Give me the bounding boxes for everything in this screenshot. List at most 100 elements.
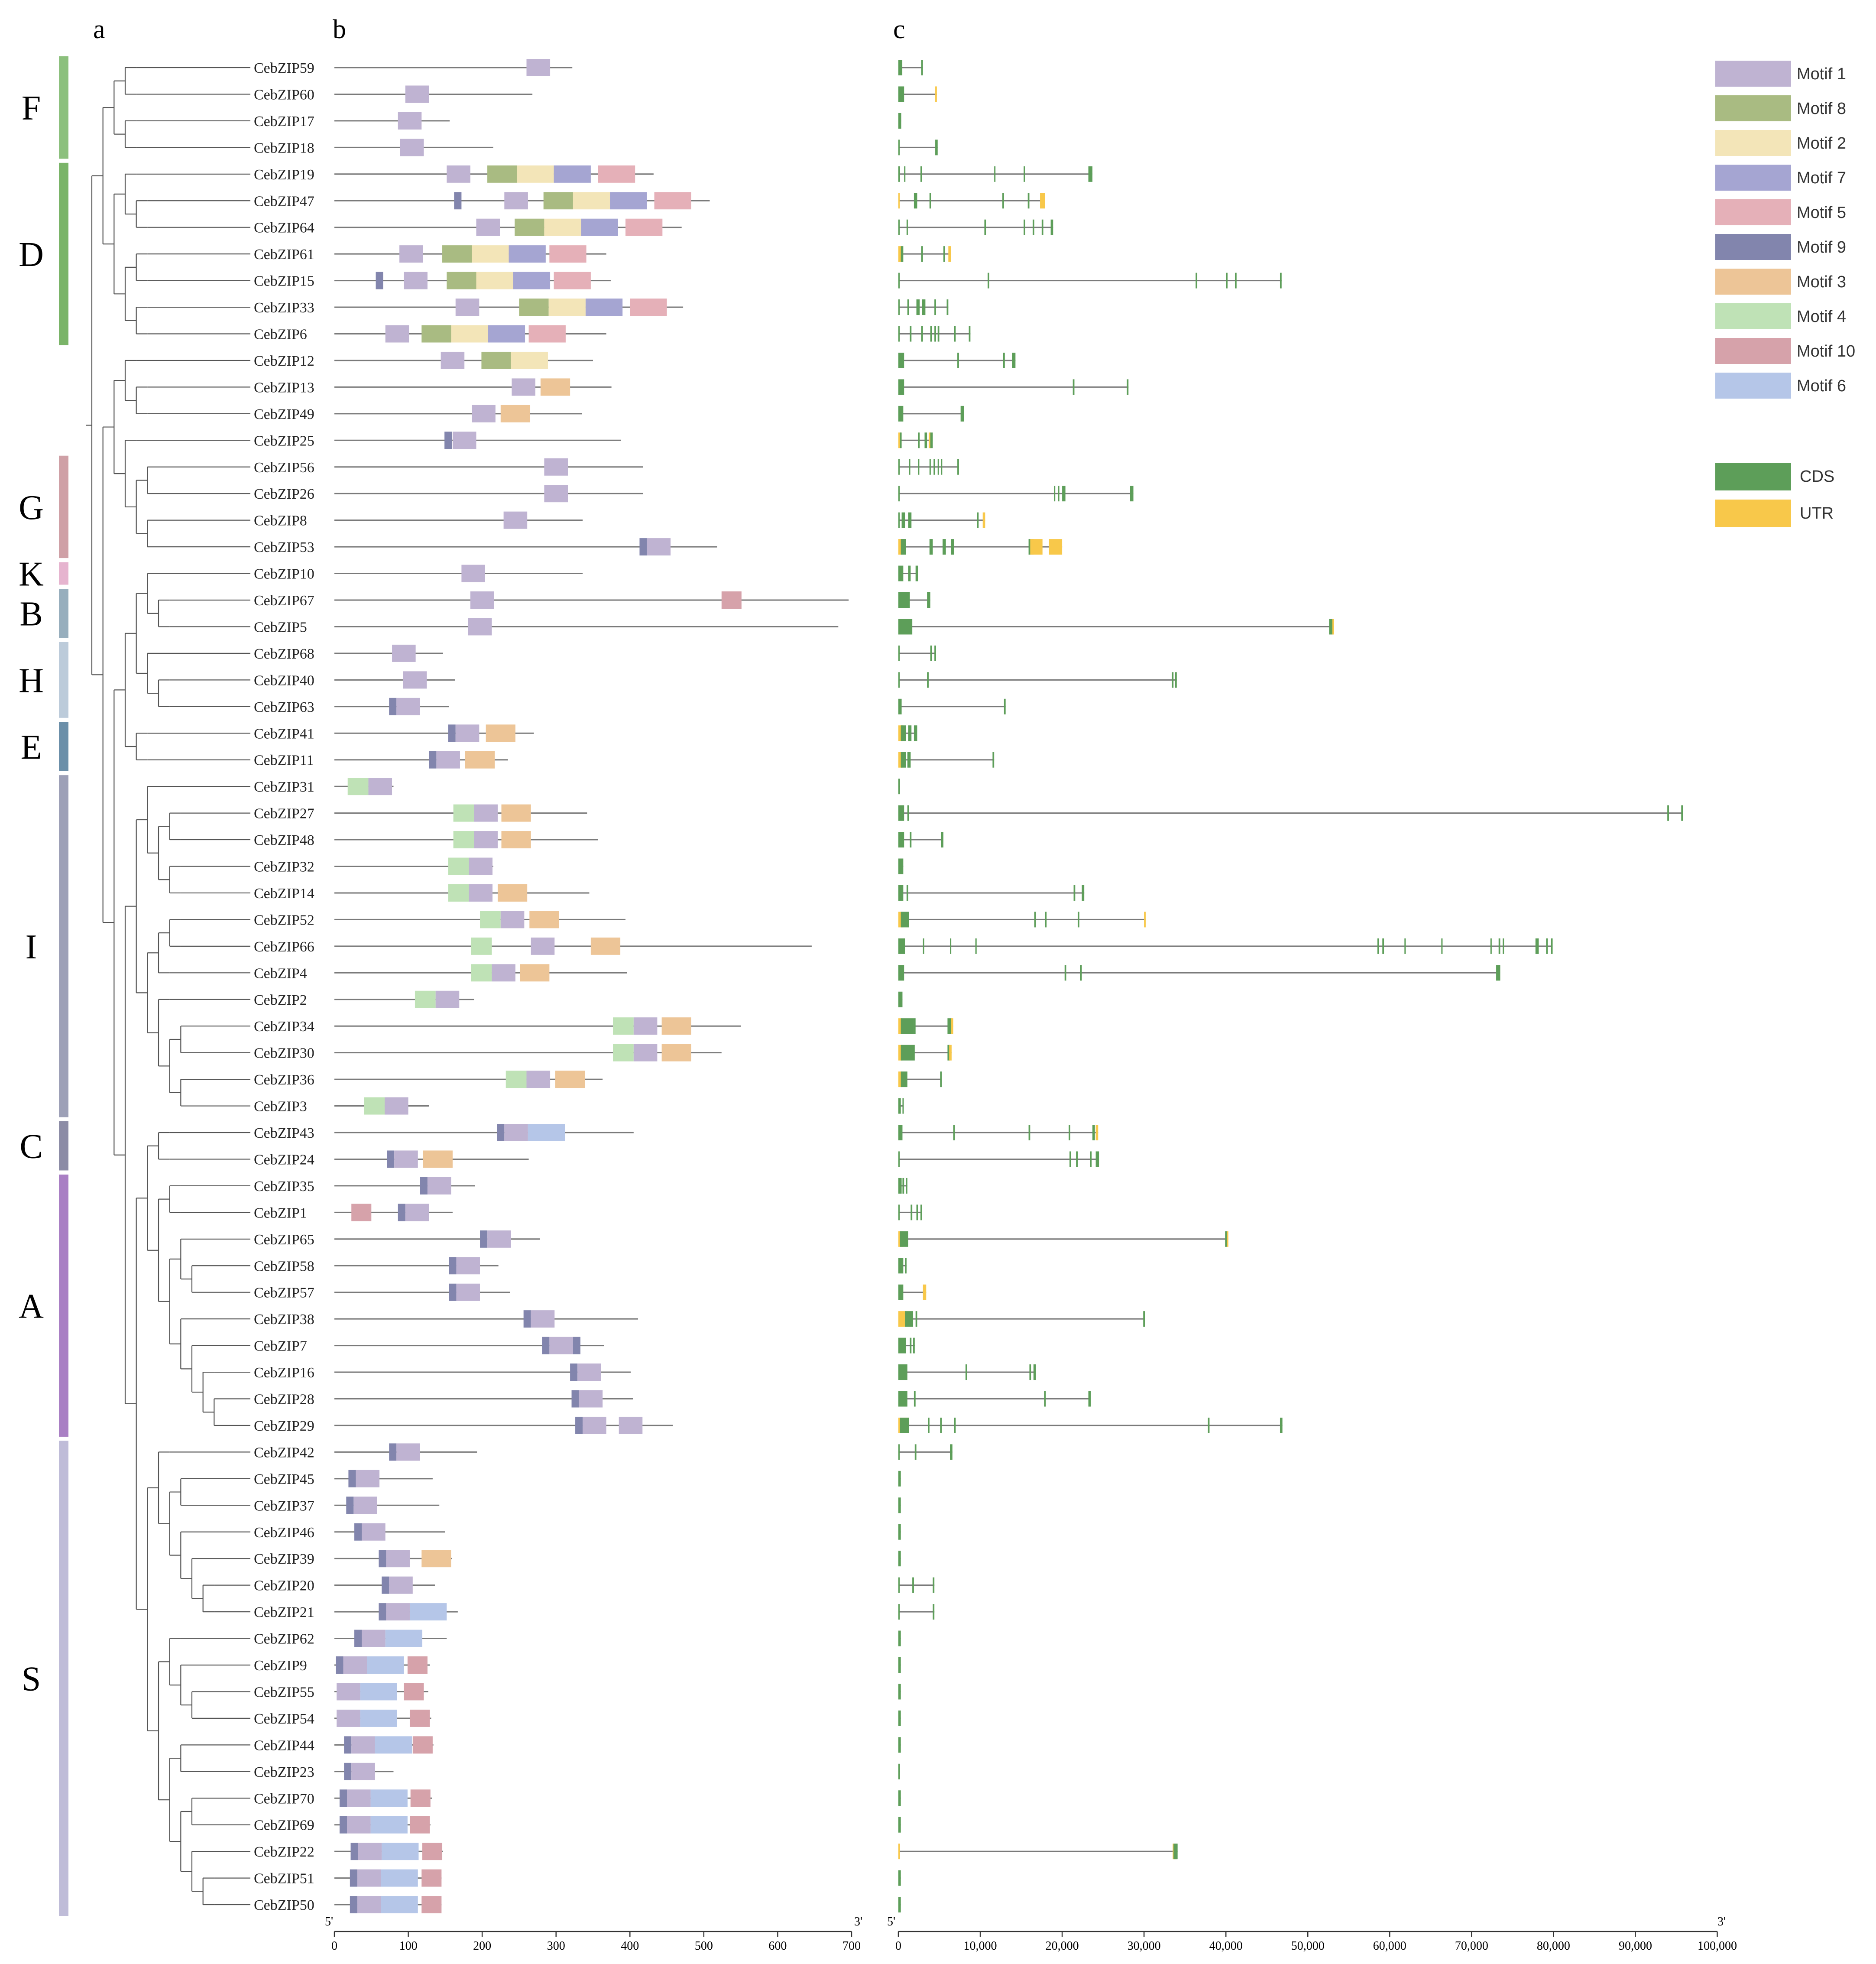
cds-segment [908, 725, 912, 741]
motif-9-box [639, 538, 647, 556]
cds-segment [920, 1204, 922, 1221]
motif-6-box [370, 1789, 408, 1807]
group-label-C: C [19, 1128, 42, 1166]
cds-segment [975, 938, 977, 954]
axis-b-tick-label: 700 [842, 1939, 861, 1953]
group-bar-S [59, 1441, 68, 1916]
axis-c-tick-label: 90,000 [1619, 1939, 1652, 1953]
motif-9-box [344, 1763, 352, 1780]
gene-label: CebZIP16 [254, 1365, 314, 1381]
motif-4-box [480, 911, 501, 928]
motif-9-box [542, 1337, 550, 1354]
motif-1-box [474, 804, 498, 822]
motif-1-box [455, 724, 480, 742]
gene-label: CebZIP49 [254, 406, 314, 422]
motif-1-box [474, 831, 498, 849]
motif-3-box [500, 405, 531, 422]
cds-segment [954, 326, 956, 342]
cds-segment [1382, 938, 1384, 954]
cds-segment [1551, 938, 1553, 954]
motif-3-box [661, 1017, 691, 1035]
group-bar-K [59, 562, 68, 585]
cds-segment [943, 539, 946, 555]
motif-1-box [357, 1896, 381, 1914]
cds-segment [921, 60, 923, 75]
group-bar-F [59, 56, 68, 159]
cds-segment [1280, 273, 1282, 289]
motif-1-box [526, 59, 551, 76]
motif-1-box [470, 591, 494, 609]
cds-segment [907, 299, 909, 315]
cds-segment [1088, 166, 1093, 182]
cds-segment [1496, 965, 1500, 981]
cds-segment [1535, 938, 1539, 954]
motif-4-box [347, 778, 369, 795]
axis-b-tick-label: 500 [695, 1939, 713, 1953]
motif-9-box [387, 1150, 395, 1168]
phylogenetic-tree [86, 67, 250, 1906]
utr-segment [898, 1018, 902, 1034]
cds-segment [922, 299, 926, 315]
axis-b-tick-label: 0 [331, 1939, 337, 1953]
motif-1-box [476, 218, 500, 236]
motif-6-box [360, 1683, 397, 1701]
motif-9-box [350, 1869, 357, 1887]
utr-segment [1049, 539, 1063, 555]
cds-segment [1062, 486, 1066, 502]
cds-segment [898, 938, 905, 954]
motif-3-box [501, 831, 531, 849]
legend-label-motif: Motif 5 [1797, 204, 1846, 222]
cds-segment [1090, 1151, 1092, 1167]
gene-label: CebZIP30 [254, 1045, 314, 1062]
gene-structure-panel [898, 60, 1683, 1913]
motif-3-box [590, 937, 621, 955]
cds-segment [994, 166, 996, 182]
cds-segment [902, 1098, 904, 1114]
cds-segment [907, 805, 909, 821]
cds-segment [1280, 1417, 1283, 1433]
motif-panel [334, 59, 849, 1914]
utr-segment [1095, 1125, 1098, 1140]
gene-label: CebZIP68 [254, 646, 314, 662]
cds-segment [898, 565, 904, 581]
cds-segment [898, 1337, 906, 1354]
cds-segment [992, 752, 995, 768]
cds-segment [898, 1551, 901, 1567]
cds-segment [918, 459, 920, 475]
gene-label: CebZIP14 [254, 886, 314, 902]
cds-segment [915, 565, 918, 581]
motif-4-box [453, 831, 474, 849]
axis-c-tick-label: 40,000 [1209, 1939, 1243, 1953]
cds-segment [947, 1018, 952, 1034]
motif-1-box [577, 1363, 601, 1381]
gene-label: CebZIP63 [254, 699, 314, 715]
cds-segment [910, 832, 912, 848]
cds-segment [905, 1258, 907, 1274]
cds-segment [969, 326, 971, 342]
motif-9-box [354, 1630, 362, 1647]
cds-segment [950, 938, 952, 954]
motif-6-box [381, 1869, 418, 1887]
legend-swatch-motif [1715, 338, 1791, 364]
cds-segment [921, 246, 923, 262]
motif-4-box [448, 884, 469, 902]
motif-1-box [647, 538, 671, 556]
motif-10-box [404, 1683, 424, 1701]
legend-label-utr: UTR [1800, 504, 1834, 523]
cds-segment [898, 166, 900, 182]
cds-segment [928, 1417, 930, 1433]
legend-swatch-motif [1715, 95, 1791, 121]
cds-segment [1041, 219, 1043, 235]
cds-segment [1024, 166, 1025, 182]
motif-9-box [575, 1416, 583, 1434]
gene-label: CebZIP36 [254, 1072, 314, 1088]
motif-1-box [392, 644, 416, 662]
utr-segment [898, 1045, 903, 1061]
motif-7-box [554, 165, 591, 183]
cds-segment [898, 1657, 901, 1673]
cds-segment [1050, 219, 1053, 235]
motif-4-box [613, 1017, 634, 1035]
group-label-H: H [19, 662, 44, 700]
gene-label: CebZIP35 [254, 1178, 314, 1195]
